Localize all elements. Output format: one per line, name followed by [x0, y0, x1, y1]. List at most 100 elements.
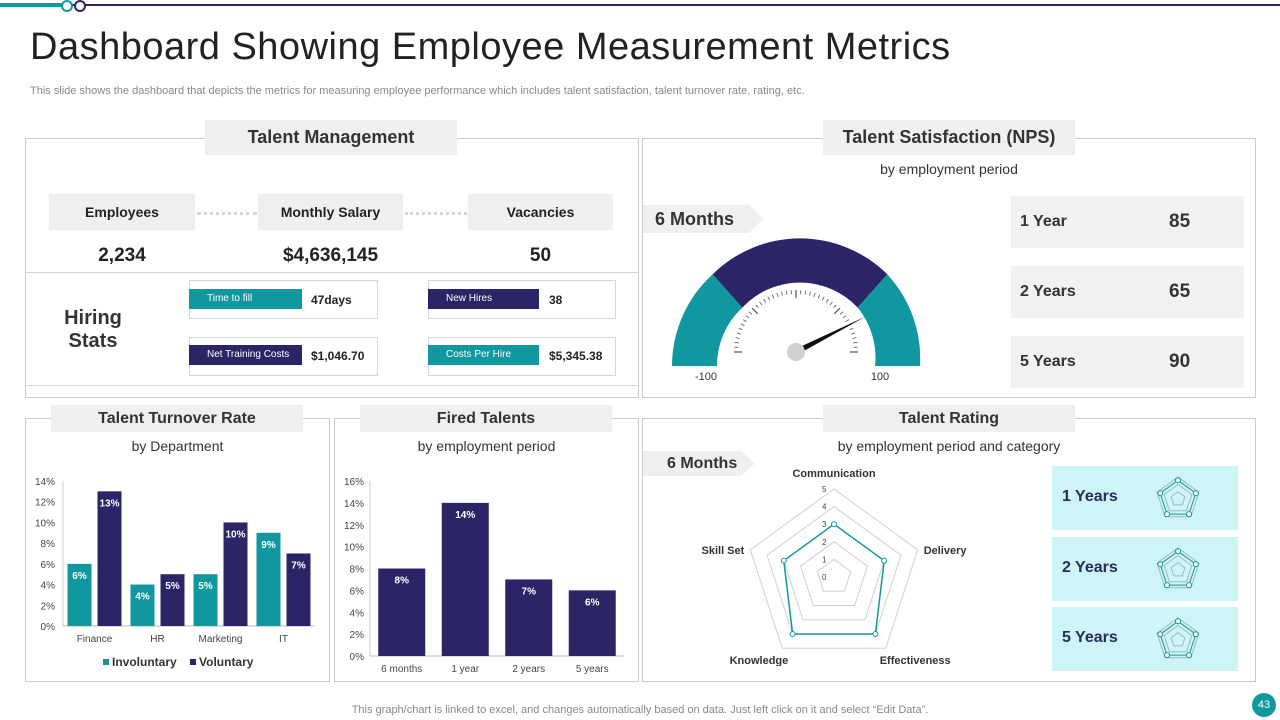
nps-row-5-years: 5 Years 90 — [1011, 336, 1244, 388]
radar-point — [831, 521, 837, 528]
x-tick-label: 5 years — [576, 664, 609, 675]
gauge-tick — [755, 304, 759, 309]
radar-tick-label: 0 — [822, 573, 827, 582]
metric-connector — [405, 212, 467, 215]
rating-card-label: 2 Years — [1062, 559, 1118, 576]
metric-label-vacancies: Vacancies — [468, 194, 613, 230]
y-tick-label: 14% — [344, 499, 364, 510]
footer-note: This graph/chart is linked to excel, and… — [351, 704, 929, 716]
rating-card-label: 5 Years — [1062, 629, 1118, 646]
y-tick-label: 12% — [344, 521, 364, 532]
gauge-tick — [781, 291, 783, 296]
hiring-divider — [26, 272, 638, 273]
metric-value-employees: 2,234 — [98, 245, 146, 266]
bar-voluntary — [286, 553, 311, 626]
rule-circle-teal — [61, 0, 73, 12]
mini-radar-point — [1192, 490, 1199, 497]
bar-involuntary — [193, 574, 218, 626]
hiring-stat-value: 38 — [549, 293, 563, 307]
page-number: 43 — [1252, 693, 1276, 717]
legend-swatch — [190, 659, 196, 665]
mini-radar-ring — [1163, 483, 1193, 512]
y-tick-label: 10% — [344, 543, 364, 554]
gauge-tick — [809, 291, 811, 296]
gauge-tick — [742, 319, 747, 323]
rating-subtitle: by employment period and category — [837, 438, 1061, 454]
radar-axis-label: Knowledge — [730, 655, 789, 666]
data-label: 7% — [291, 561, 306, 572]
hiring-stats-label: Hiring Stats — [64, 307, 122, 352]
y-tick-label: 2% — [350, 630, 365, 641]
gauge-tick — [821, 296, 825, 301]
gauge-tick — [734, 341, 739, 344]
nps-row-value: 85 — [1169, 211, 1191, 232]
radar-series — [782, 523, 886, 635]
gauge-tick — [740, 323, 745, 327]
mini-radar-ring — [1170, 491, 1186, 506]
legend-label: Voluntary — [199, 655, 254, 669]
gauge-tick — [829, 301, 833, 306]
x-tick-label: 2 years — [512, 664, 545, 675]
gauge-tick — [748, 311, 753, 315]
radar-point — [789, 630, 796, 637]
gauge-tick — [825, 298, 829, 303]
mini-radar-point — [1185, 511, 1192, 518]
y-tick-label: 6% — [41, 560, 56, 571]
hiring-stat-value: $1,046.70 — [311, 349, 365, 363]
x-tick-label: 6 months — [381, 664, 422, 675]
radar-tick-label: 5 — [822, 485, 827, 494]
gauge-needle — [794, 316, 866, 355]
gauge-min-label: -100 — [695, 371, 717, 383]
data-label: 4% — [135, 592, 150, 603]
y-tick-label: 12% — [35, 498, 55, 509]
x-tick-label: Marketing — [199, 634, 243, 645]
page-subtitle: This slide shows the dashboard that depi… — [30, 85, 805, 97]
mini-radar-ring — [1170, 632, 1186, 647]
bar — [505, 579, 553, 656]
rating-card-2-years: 2 Years — [1052, 537, 1238, 601]
y-tick-label: 10% — [35, 518, 55, 529]
gauge-max-label: 100 — [871, 371, 889, 383]
bar — [568, 590, 616, 656]
mini-radar-point — [1157, 561, 1164, 568]
hiring-stat-value: $5,345.38 — [549, 349, 603, 363]
gauge-tick — [849, 327, 854, 331]
nps-row-value: 65 — [1169, 281, 1191, 302]
mini-radar-point — [1157, 631, 1164, 638]
bar-involuntary — [130, 584, 155, 626]
y-tick-label: 8% — [41, 539, 56, 550]
gauge-tick — [776, 292, 779, 297]
top-rule-accent — [0, 3, 62, 7]
turnover-subtitle: by Department — [131, 438, 224, 454]
mini-radar-icon — [1156, 547, 1200, 589]
radar-axis-label: Communication — [792, 468, 875, 480]
nps-row-value: 90 — [1169, 351, 1191, 372]
gauge-tick — [833, 307, 841, 315]
mini-radar-ring — [1163, 624, 1193, 653]
mini-radar-series — [1159, 620, 1197, 656]
gauge-tick — [751, 307, 759, 315]
gauge-tick — [853, 341, 858, 344]
page-title: Dashboard Showing Employee Measurement M… — [30, 26, 951, 68]
radar-point — [780, 557, 787, 564]
bar-involuntary — [256, 532, 281, 626]
hiring-divider-bottom — [26, 385, 638, 386]
gauge-segment-middle — [712, 238, 888, 308]
gauge-hub — [787, 343, 805, 361]
mini-radar-point — [1185, 652, 1192, 659]
gauge-tick — [745, 315, 750, 319]
hiring-stat-label: Net Training Costs — [189, 345, 302, 365]
data-label: 5% — [165, 581, 180, 592]
gauge-tick — [851, 332, 856, 335]
gauge-tick — [852, 337, 857, 339]
turnover-title: Talent Turnover Rate — [51, 405, 303, 432]
mini-radar-point — [1164, 652, 1171, 659]
nps-gauge: -100 100 — [672, 238, 921, 383]
nps-row-label: 2 Years — [1020, 283, 1076, 300]
gauge-tick — [839, 311, 844, 315]
fired-chart: 0% 2% 4% 6% 8% 10% 12% 14% 16% 8% 6 months 14% 1 yea… — [344, 477, 624, 675]
x-tick-label: 1 year — [451, 664, 479, 675]
legend-swatch — [103, 659, 109, 665]
radar-axis-label: Delivery — [924, 545, 968, 557]
gauge-segment-right — [857, 274, 921, 366]
